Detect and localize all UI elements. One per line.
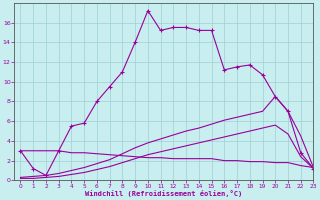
X-axis label: Windchill (Refroidissement éolien,°C): Windchill (Refroidissement éolien,°C) — [85, 190, 243, 197]
